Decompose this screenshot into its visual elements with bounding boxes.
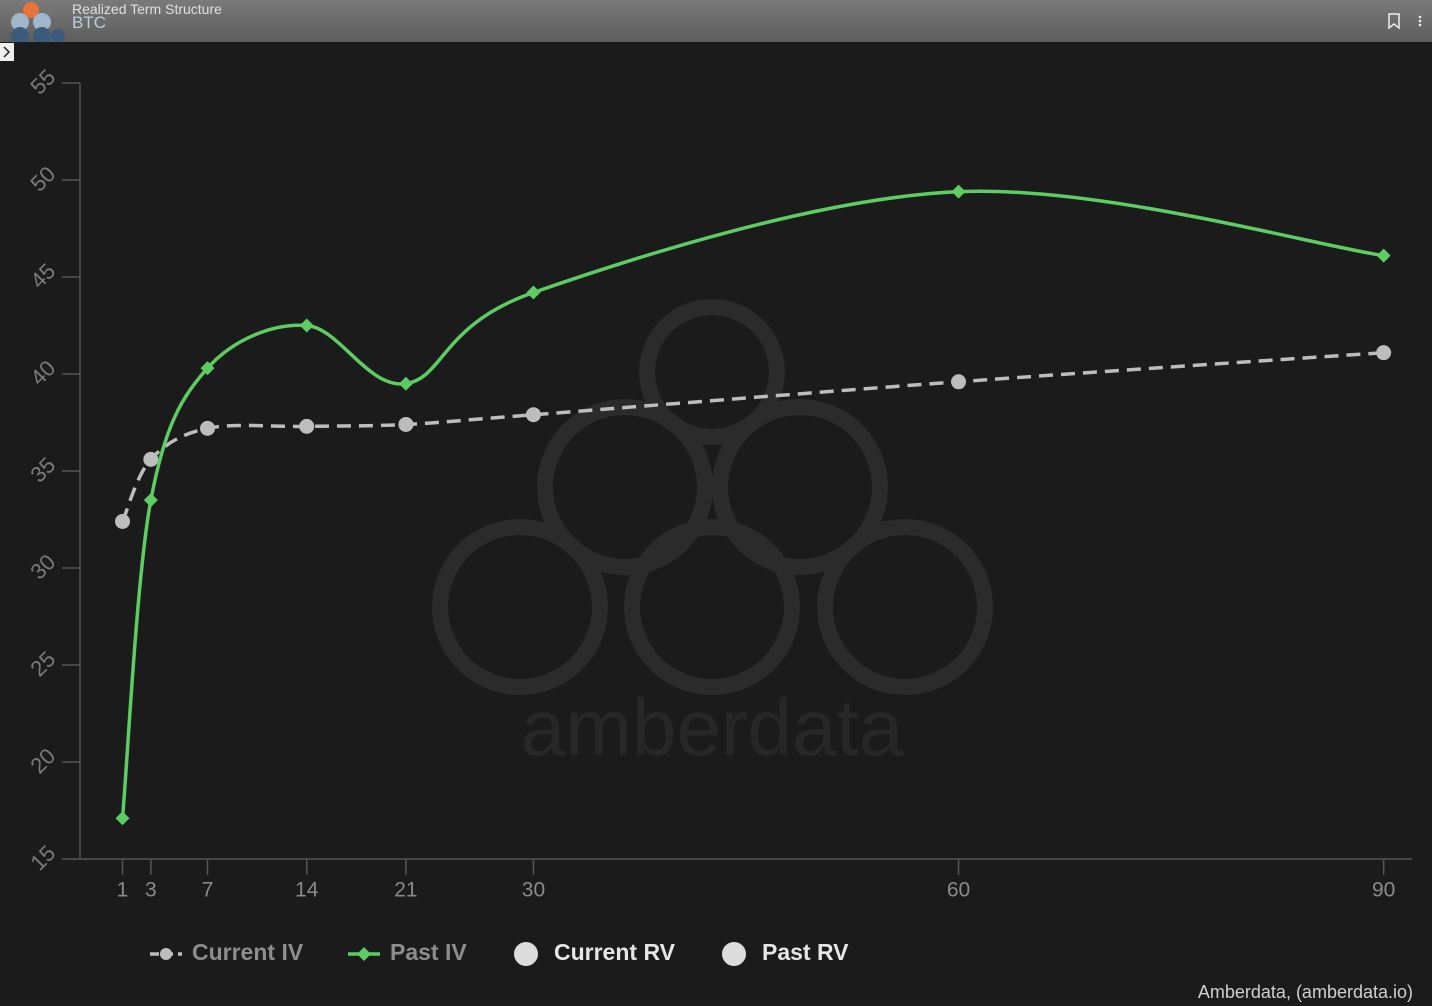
y-tick-label: 25 [25,646,60,681]
x-tick-label: 21 [394,879,417,902]
chart: amberdata Amberdata, (amberdata.io) 15 20… [25,64,1413,1002]
credit: Amberdata, (amberdata.io) [1198,982,1413,1002]
point [398,416,414,432]
legend-label: Current IV [192,939,304,965]
point [1376,248,1391,263]
legend-marker [357,947,371,961]
legend-label: Current RV [554,939,676,965]
sidebar-toggle[interactable] [0,43,14,61]
y-tick-label: 40 [25,355,60,390]
x-tick-label: 1 [117,879,129,902]
point [951,184,966,199]
point [951,374,967,390]
point [200,361,215,376]
legend-item[interactable]: Past IV [348,939,467,965]
watermark-logo [432,299,993,695]
point [143,493,158,508]
point [115,811,130,826]
point [299,318,314,333]
x-tick-label: 90 [1372,879,1395,902]
y-tick-label: 50 [25,161,60,196]
point [115,513,131,529]
y-tick-label: 15 [25,840,60,875]
x-tick-label: 3 [145,879,157,902]
logo [11,2,65,42]
series-line [120,350,1384,523]
y-tick-label: 35 [25,452,60,487]
point [299,418,315,434]
legend-item[interactable]: Current RV [514,939,676,966]
header: Realized Term Structure BTC [0,0,1432,42]
legend-item[interactable]: Current IV [150,939,304,965]
legend-marker [160,948,172,960]
header-icons[interactable] [1384,0,1424,42]
point [398,376,413,391]
point [526,285,541,300]
legend-marker [514,942,538,966]
legend-label: Past RV [762,939,849,965]
y-tick-label: 55 [25,64,60,99]
x-tick-label: 60 [947,879,970,902]
legend-item[interactable]: Past RV [722,939,849,966]
x-tick-label: 7 [202,879,214,902]
watermark: amberdata [521,683,904,772]
x-tick-label: 14 [295,879,319,902]
y-tick-label: 20 [25,743,60,778]
point [525,407,541,423]
legend-marker [722,942,746,966]
point [143,451,159,467]
legend-label: Past IV [390,939,467,965]
y-tick-label: 45 [25,258,60,293]
x-tick-label: 30 [522,879,545,902]
point [1376,345,1392,361]
y-tick-label: 30 [25,549,60,584]
header-subtitle: BTC [72,13,106,32]
header-title: Realized Term Structure [72,1,222,17]
point [200,420,216,436]
